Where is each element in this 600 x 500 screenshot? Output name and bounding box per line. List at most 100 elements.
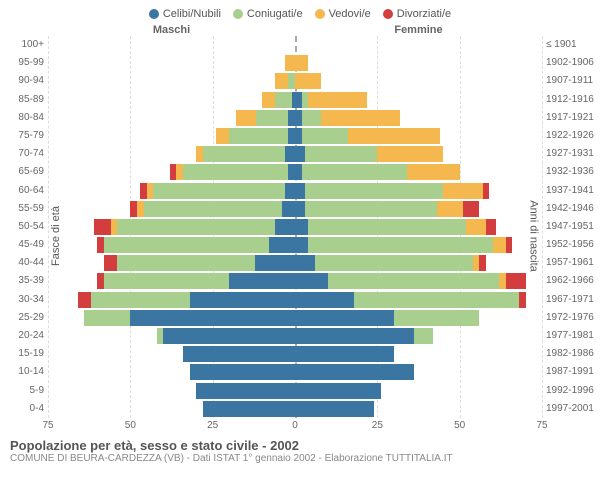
birth-year-label: 1987-1991 (546, 363, 598, 381)
bar-segment (84, 310, 130, 326)
birth-year-label: 1932-1936 (546, 163, 598, 181)
legend-dot (383, 9, 393, 19)
legend-dot (233, 9, 243, 19)
male-bar (48, 164, 295, 180)
bar-segment (117, 255, 255, 271)
legend-dot (149, 9, 159, 19)
male-bar (48, 310, 295, 326)
bar-segment (255, 255, 295, 271)
x-tick-label: 25 (207, 420, 218, 431)
bar-segment (104, 273, 229, 289)
bar-segment (203, 401, 295, 417)
age-label: 45-49 (2, 236, 44, 254)
legend-label: Divorziati/e (397, 8, 451, 20)
bar-segment (176, 164, 183, 180)
age-label: 60-64 (2, 182, 44, 200)
male-bar (48, 273, 295, 289)
female-bar (295, 201, 542, 217)
bar-segment (315, 255, 473, 271)
legend-item: Celibi/Nubili (149, 8, 221, 20)
bar-segment (328, 273, 499, 289)
bar-segment (302, 128, 348, 144)
bar-segment (473, 255, 480, 271)
bar-segment (437, 201, 463, 217)
female-bar (295, 255, 542, 271)
age-label: 75-79 (2, 127, 44, 145)
male-bar (48, 346, 295, 362)
female-bar (295, 146, 542, 162)
female-bar (295, 73, 542, 89)
bar-segment (285, 183, 295, 199)
bar-segment (282, 201, 295, 217)
birth-year-label: ≤ 1901 (546, 36, 598, 54)
male-bar (48, 292, 295, 308)
bar-segment (302, 110, 322, 126)
bar-segment (295, 310, 394, 326)
birth-year-label: 1947-1951 (546, 218, 598, 236)
age-label: 70-74 (2, 145, 44, 163)
plot-area: Fasce di età Anni di nascita 100+≤ 19019… (48, 36, 542, 436)
age-label: 20-24 (2, 327, 44, 345)
age-row: 90-941907-1911 (48, 72, 542, 90)
bar-segment (321, 110, 400, 126)
bar-segment (506, 237, 513, 253)
female-bar (295, 110, 542, 126)
birth-year-label: 1997-2001 (546, 400, 598, 418)
female-bar (295, 92, 542, 108)
age-row: 65-691932-1936 (48, 163, 542, 181)
bar-segment (104, 237, 269, 253)
bar-segment (295, 110, 302, 126)
x-tick-label: 50 (454, 420, 465, 431)
male-bar (48, 328, 295, 344)
age-row: 45-491952-1956 (48, 236, 542, 254)
age-label: 50-54 (2, 218, 44, 236)
male-bar (48, 55, 295, 71)
bar-segment (394, 310, 480, 326)
male-bar (48, 201, 295, 217)
age-row: 80-841917-1921 (48, 109, 542, 127)
male-bar (48, 364, 295, 380)
birth-year-label: 1907-1911 (546, 72, 598, 90)
birth-year-label: 1982-1986 (546, 345, 598, 363)
female-bar (295, 128, 542, 144)
female-bar (295, 55, 542, 71)
bar-segment (295, 146, 305, 162)
legend-item: Divorziati/e (383, 8, 451, 20)
birth-year-label: 1922-1926 (546, 127, 598, 145)
bar-segment (295, 255, 315, 271)
age-label: 80-84 (2, 109, 44, 127)
bar-segment (94, 219, 110, 235)
bar-segment (288, 73, 295, 89)
age-row: 95-991902-1906 (48, 54, 542, 72)
age-label: 35-39 (2, 272, 44, 290)
population-pyramid-chart: Celibi/NubiliConiugati/eVedovi/eDivorzia… (0, 0, 600, 500)
bar-segment (466, 219, 486, 235)
age-row: 40-441957-1961 (48, 254, 542, 272)
female-label: Femmine (295, 24, 542, 36)
male-bar (48, 237, 295, 253)
birth-year-label: 1957-1961 (546, 254, 598, 272)
bar-segment (295, 201, 305, 217)
bar-segment (407, 164, 460, 180)
bar-segment (140, 183, 147, 199)
bar-segment (295, 383, 381, 399)
bar-segment (111, 219, 118, 235)
bar-segment (97, 237, 104, 253)
female-bar (295, 401, 542, 417)
bar-segment (295, 128, 302, 144)
bar-segment (295, 401, 374, 417)
bar-segment (499, 273, 506, 289)
birth-year-label: 1972-1976 (546, 309, 598, 327)
bar-segment (147, 183, 154, 199)
birth-year-label: 1952-1956 (546, 236, 598, 254)
x-tick-label: 25 (372, 420, 383, 431)
birth-year-label: 1917-1921 (546, 109, 598, 127)
female-bar (295, 164, 542, 180)
bar-segment (203, 146, 285, 162)
female-bar (295, 346, 542, 362)
female-bar (295, 310, 542, 326)
bar-segment (216, 128, 229, 144)
bar-segment (483, 183, 490, 199)
age-label: 10-14 (2, 363, 44, 381)
bar-segment (414, 328, 434, 344)
